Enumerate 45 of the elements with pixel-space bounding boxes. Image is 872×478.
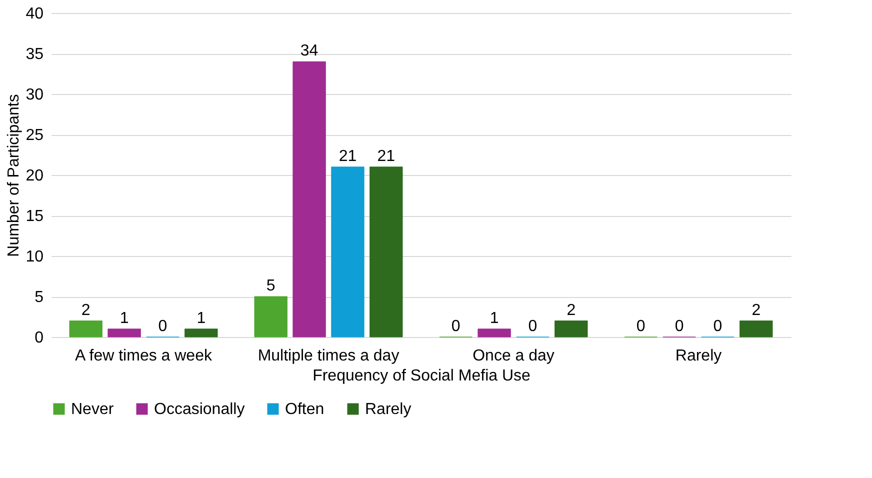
bar: [740, 320, 773, 338]
data-label: 0: [674, 318, 684, 335]
y-tick-label: 20: [26, 168, 44, 184]
data-label: 1: [196, 310, 206, 327]
legend-label: Never: [71, 401, 114, 418]
y-tick-label: 10: [26, 248, 44, 266]
x-tick-label: Rarely: [675, 348, 722, 364]
bar: [478, 328, 511, 338]
data-label: 0: [636, 318, 646, 335]
data-label: 0: [451, 318, 460, 335]
data-label: 0: [528, 318, 538, 335]
bar: [370, 166, 403, 338]
bar: [254, 296, 288, 338]
legend-label: Rarely: [365, 401, 412, 418]
legend-label: Often: [285, 401, 324, 418]
bar: [331, 166, 364, 338]
y-tick-label: 25: [26, 127, 44, 144]
data-label: 21: [377, 148, 396, 165]
data-label: 21: [338, 148, 357, 165]
y-tick-label: 5: [34, 289, 44, 306]
data-label: 0: [713, 318, 722, 335]
bar: [108, 328, 141, 338]
bar: [554, 320, 588, 338]
x-axis-title: Frequency of Social Mefia Use: [312, 368, 531, 384]
y-tick-label: 0: [34, 330, 44, 346]
y-tick-label: 15: [26, 208, 44, 225]
data-label: 2: [752, 302, 761, 319]
data-label: 2: [81, 302, 90, 319]
x-tick-label: Multiple times a day: [258, 348, 400, 364]
y-tick-label: 40: [26, 6, 44, 22]
y-tick-label: 30: [26, 86, 44, 104]
x-tick-label: A few times a week: [75, 348, 213, 364]
legend-label: Occasionally: [154, 401, 245, 418]
data-label: 1: [490, 310, 499, 327]
y-tick-label: 35: [26, 46, 44, 63]
data-label: 0: [158, 318, 168, 335]
bar: [69, 320, 102, 338]
data-label: 1: [120, 310, 129, 327]
data-label: 2: [566, 302, 576, 319]
data-label: 5: [266, 278, 276, 294]
y-axis-title: Number of Participants: [6, 94, 23, 257]
data-label: 34: [300, 42, 318, 60]
bar: [184, 328, 218, 338]
bar: [292, 61, 326, 338]
x-tick-label: Once a day: [472, 348, 554, 364]
